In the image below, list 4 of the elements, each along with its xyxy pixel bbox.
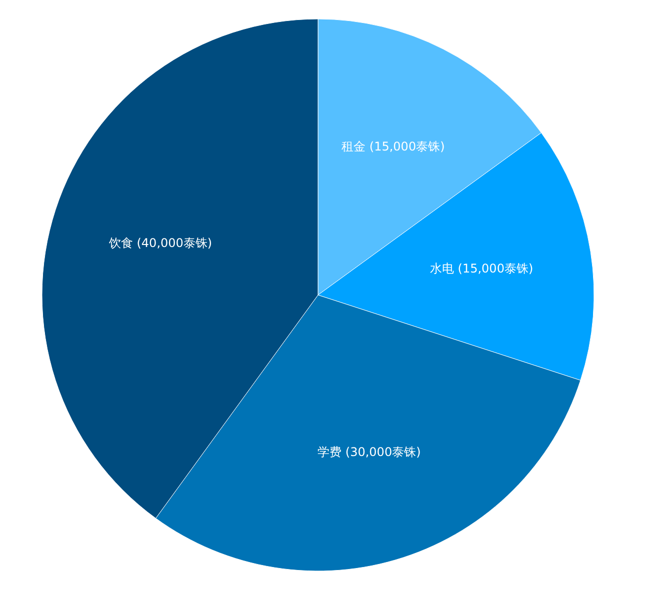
slice-label: 水电 (15,000泰铢) [430, 261, 534, 276]
slice-label: 租金 (15,000泰铢) [342, 140, 445, 154]
slice-label: 学费 (30,000泰铢) [318, 444, 421, 459]
slice-label: 饮食 (40,000泰铢) [108, 236, 212, 250]
